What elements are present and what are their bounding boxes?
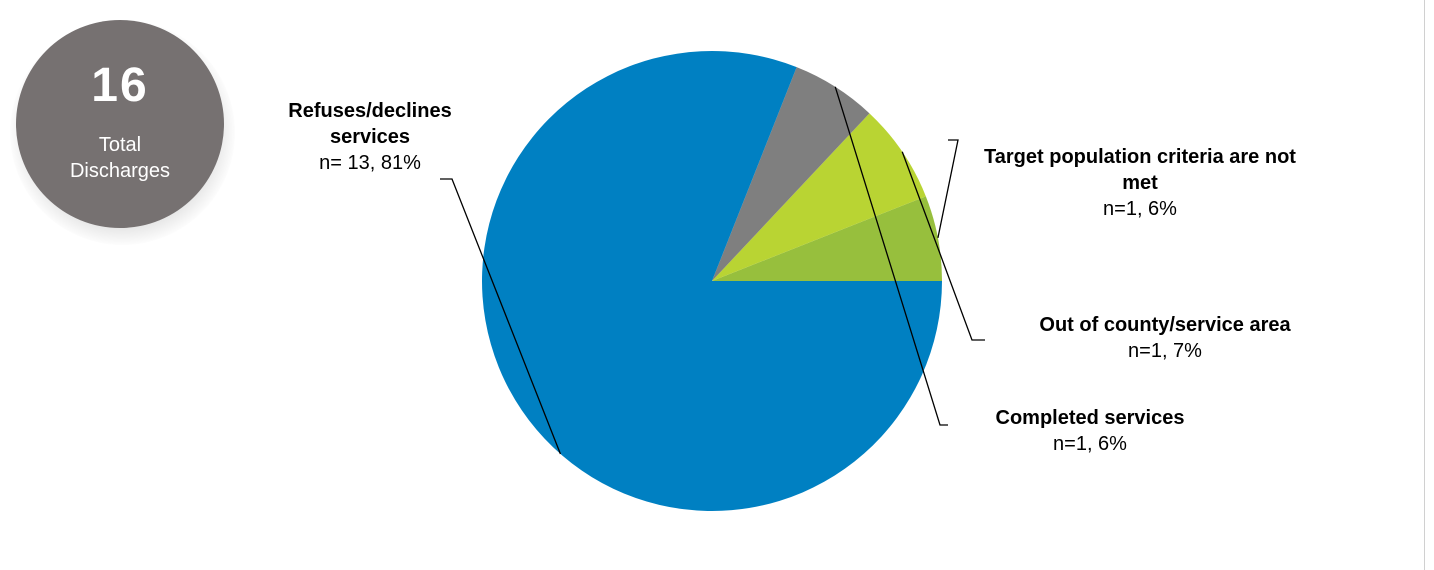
leader-line-2 bbox=[834, 86, 948, 426]
slice-label-name: Refuses/declines services bbox=[288, 100, 452, 148]
leader-line-3 bbox=[440, 178, 562, 455]
slice-label-value: n= 13, 81% bbox=[319, 152, 421, 174]
leader-line-1 bbox=[901, 151, 985, 341]
pie-slice-1 bbox=[712, 113, 926, 281]
pie-slice-0 bbox=[712, 196, 942, 281]
slice-label-name: Completed services bbox=[995, 407, 1185, 429]
badge-circle: 16 Total Discharges bbox=[16, 20, 224, 228]
slice-label-refuses: Refuses/declines services n= 13, 81% bbox=[250, 98, 490, 176]
total-discharges-number: 16 bbox=[91, 59, 149, 112]
panel-right-border bbox=[1424, 0, 1434, 570]
total-discharges-label-text: Total Discharges bbox=[69, 134, 171, 182]
slice-label-completed: Completed services n=1, 6% bbox=[940, 405, 1240, 457]
slice-label-value: n=1, 7% bbox=[1128, 340, 1202, 362]
slice-label-value: n=1, 6% bbox=[1053, 433, 1127, 455]
slice-label-name: Out of county/service area bbox=[1039, 314, 1291, 336]
slice-label-target-population: Target population criteria are not met n… bbox=[960, 144, 1320, 222]
pie-slice-3 bbox=[482, 51, 942, 512]
pie-slice-2 bbox=[712, 67, 870, 282]
leader-line-0 bbox=[937, 139, 959, 239]
total-discharges-label: Total Discharges bbox=[16, 132, 224, 184]
slice-label-out-of-county: Out of county/service area n=1, 7% bbox=[985, 312, 1345, 364]
slice-label-value: n=1, 6% bbox=[1103, 198, 1177, 220]
pie-slices bbox=[482, 51, 942, 512]
total-discharges-badge: 16 Total Discharges bbox=[10, 20, 235, 245]
slice-label-name: Target population criteria are not met bbox=[984, 146, 1296, 194]
leader-lines bbox=[440, 86, 985, 455]
